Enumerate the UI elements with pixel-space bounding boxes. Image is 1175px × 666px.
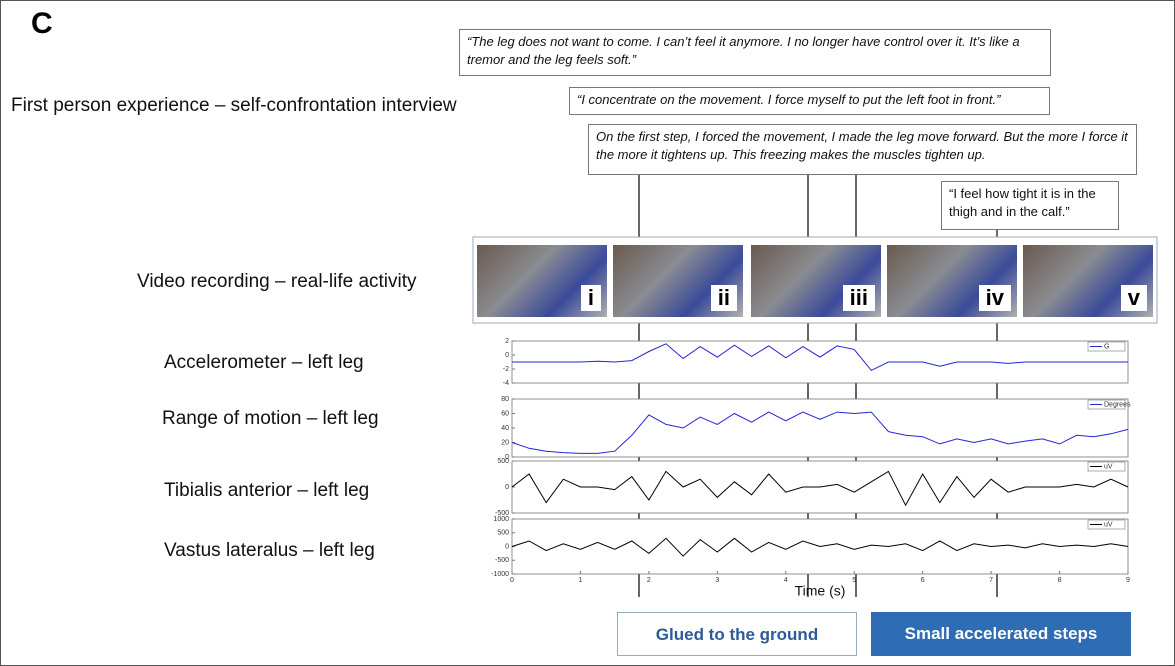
x-tick-label: 5	[852, 577, 856, 584]
y-tick-label: 0	[505, 543, 509, 550]
quote: On the first step, I forced the movement…	[588, 124, 1137, 175]
frame-label: ii	[711, 285, 737, 311]
quote: “I concentrate on the movement. I force …	[569, 87, 1050, 115]
legend-label: Degrees	[1104, 401, 1131, 408]
x-tick-label: 6	[921, 577, 925, 584]
y-tick-label: 500	[497, 530, 509, 537]
y-tick-label: 0	[505, 484, 509, 491]
x-tick-label: 0	[510, 577, 514, 584]
quote: “The leg does not want to come. I can’t …	[459, 29, 1051, 76]
y-tick-label: 60	[501, 410, 509, 417]
y-tick-label: 2	[505, 338, 509, 345]
y-tick-label: 20	[501, 439, 509, 446]
y-tick-label: 80	[501, 396, 509, 403]
y-tick-label: -500	[495, 557, 509, 564]
plot-frame	[512, 399, 1128, 457]
y-tick-label: 0	[505, 352, 509, 359]
video-frame: iv	[887, 245, 1017, 317]
x-tick-label: 4	[784, 577, 788, 584]
x-tick-label: 9	[1126, 577, 1130, 584]
legend-label: uV	[1104, 463, 1113, 470]
video-frame: ii	[613, 245, 743, 317]
y-tick-label: -1000	[491, 571, 509, 578]
video-frame: iii	[751, 245, 881, 317]
frame-label: iii	[843, 285, 875, 311]
phase-label: Small accelerated steps	[871, 612, 1131, 656]
y-tick-label: 40	[501, 425, 509, 432]
video-frame: v	[1023, 245, 1153, 317]
frame-label: v	[1121, 285, 1147, 311]
phase-label: Glued to the ground	[617, 612, 857, 656]
x-tick-label: 3	[715, 577, 719, 584]
x-tick-label: 1	[578, 577, 582, 584]
y-tick-label: 1000	[493, 516, 509, 523]
x-axis-label: Time (s)	[795, 583, 846, 599]
figure-panel: C First person experience – self-confron…	[0, 0, 1175, 666]
video-frame: i	[477, 245, 607, 317]
legend-label: G	[1104, 343, 1109, 350]
x-tick-label: 8	[1058, 577, 1062, 584]
y-tick-label: 500	[497, 458, 509, 465]
frame-label: iv	[979, 285, 1011, 311]
x-tick-label: 2	[647, 577, 651, 584]
y-tick-label: -4	[503, 380, 509, 387]
x-tick-label: 7	[989, 577, 993, 584]
quote: “I feel how tight it is in the thigh and…	[941, 181, 1119, 230]
frame-label: i	[581, 285, 601, 311]
legend-label: uV	[1104, 521, 1113, 528]
y-tick-label: -2	[503, 366, 509, 373]
